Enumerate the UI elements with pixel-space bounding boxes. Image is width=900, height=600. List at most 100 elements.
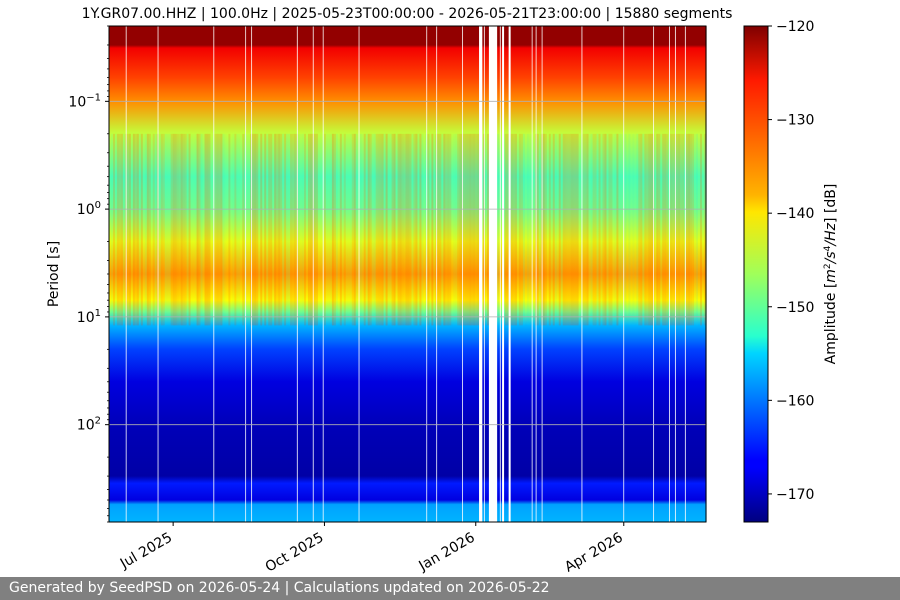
spectrogram-texture bbox=[642, 133, 645, 326]
spectrogram-column bbox=[148, 26, 152, 522]
y-tick-label: 10−1 bbox=[68, 92, 101, 110]
spectrogram-column bbox=[574, 26, 578, 522]
spectrogram-column bbox=[658, 26, 661, 522]
spectrogram-column bbox=[154, 26, 158, 522]
spectrogram-texture bbox=[329, 133, 333, 326]
spectrogram-column bbox=[441, 26, 444, 522]
spectrogram-texture bbox=[588, 133, 592, 326]
spectrogram-column bbox=[676, 26, 679, 522]
spectrogram-column bbox=[152, 26, 156, 522]
spectrogram-column bbox=[371, 26, 375, 522]
spectrogram-texture bbox=[612, 133, 616, 326]
spectrogram-texture bbox=[427, 133, 430, 326]
spectrogram-texture bbox=[288, 133, 291, 326]
spectrogram-column bbox=[144, 26, 148, 522]
spectrogram-texture bbox=[367, 133, 371, 326]
spectrogram-texture bbox=[445, 133, 448, 326]
spectrogram-column bbox=[578, 26, 582, 522]
spectrogram-texture bbox=[176, 133, 180, 326]
spectrogram-column bbox=[698, 26, 701, 522]
spectrogram-texture bbox=[389, 133, 393, 326]
spectrogram-texture bbox=[110, 133, 114, 326]
spectrogram-column bbox=[582, 26, 586, 522]
spectrogram-column bbox=[353, 26, 357, 522]
spectrogram-column bbox=[433, 26, 436, 522]
spectrogram-texture bbox=[371, 133, 375, 326]
spectrogram-texture bbox=[600, 133, 604, 326]
spectrogram-texture bbox=[258, 133, 261, 326]
spectrogram-column bbox=[702, 26, 705, 522]
spectrogram-texture bbox=[164, 133, 168, 326]
spectrogram-column bbox=[594, 26, 598, 522]
spectrogram-column bbox=[236, 26, 239, 522]
spectrogram-column bbox=[302, 26, 305, 522]
x-tick-label: Jul 2025 bbox=[117, 530, 175, 573]
spectrogram-texture bbox=[437, 133, 440, 326]
spectrogram-streak bbox=[653, 26, 655, 522]
spectrogram-column bbox=[696, 26, 699, 522]
spectrogram-column bbox=[512, 26, 516, 522]
spectrogram-column bbox=[379, 26, 383, 522]
spectrogram-column bbox=[146, 26, 150, 522]
spectrogram-texture bbox=[664, 133, 667, 326]
spectrogram-texture bbox=[120, 133, 124, 326]
spectrogram-texture bbox=[136, 133, 140, 326]
spectrogram-column bbox=[634, 26, 637, 522]
spectrogram-column bbox=[656, 26, 659, 522]
spectrogram-texture bbox=[284, 133, 287, 326]
spectrogram-column bbox=[528, 26, 532, 522]
spectrogram-column bbox=[288, 26, 291, 522]
spectrogram-texture bbox=[323, 133, 327, 326]
spectrogram-column bbox=[516, 26, 520, 522]
spectrogram-column bbox=[550, 26, 554, 522]
spectrogram-column bbox=[692, 26, 695, 522]
spectrogram-texture bbox=[682, 133, 685, 326]
spectrogram-texture bbox=[300, 133, 303, 326]
spectrogram-column bbox=[690, 26, 693, 522]
colorbar: −120 −130 −140 −150 −160 −170 Amplitude [m2/s… bbox=[743, 19, 839, 523]
spectrogram-column bbox=[666, 26, 669, 522]
spectrogram-streak bbox=[358, 26, 360, 522]
spectrogram-column bbox=[222, 26, 226, 522]
spectrogram-column bbox=[642, 26, 645, 522]
spectrogram-texture bbox=[148, 133, 152, 326]
spectrogram-texture bbox=[146, 133, 150, 326]
spectrogram-texture bbox=[520, 133, 524, 326]
spectrogram-column bbox=[475, 26, 478, 522]
spectrogram-column bbox=[306, 26, 309, 522]
spectrogram-texture bbox=[373, 133, 377, 326]
spectrogram-column bbox=[214, 26, 218, 522]
spectrogram-column bbox=[373, 26, 377, 522]
spectrogram-column bbox=[114, 26, 118, 522]
spectrogram-column bbox=[280, 26, 283, 522]
spectrogram-texture bbox=[514, 133, 518, 326]
spectrogram-column bbox=[604, 26, 608, 522]
spectrogram-texture bbox=[134, 133, 138, 326]
spectrogram-column bbox=[477, 26, 480, 522]
spectrogram-column bbox=[694, 26, 697, 522]
colorbar-tick-label: −140 bbox=[776, 206, 814, 222]
spectrogram-texture bbox=[214, 133, 218, 326]
spectrogram-texture bbox=[636, 133, 639, 326]
spectrogram-streak bbox=[322, 26, 324, 522]
spectrogram-column bbox=[413, 26, 417, 522]
spectrogram-column bbox=[369, 26, 373, 522]
spectrogram-column bbox=[300, 26, 303, 522]
spectrogram-column bbox=[618, 26, 622, 522]
spectrogram-texture bbox=[355, 133, 359, 326]
spectrogram-column bbox=[150, 26, 154, 522]
spectrogram-texture bbox=[353, 133, 357, 326]
spectrogram-texture bbox=[254, 133, 257, 326]
spectrogram-column bbox=[331, 26, 335, 522]
spectrogram-column bbox=[393, 26, 397, 522]
spectrogram-streak bbox=[436, 26, 438, 522]
spectrogram-column bbox=[264, 26, 267, 522]
spectrogram-texture bbox=[465, 133, 468, 326]
spectrogram-texture bbox=[200, 133, 204, 326]
spectrogram-texture bbox=[473, 133, 476, 326]
spectrogram-texture bbox=[152, 133, 156, 326]
spectrogram-texture bbox=[646, 133, 649, 326]
spectrogram-texture bbox=[415, 133, 419, 326]
spectrogram-column bbox=[385, 26, 389, 522]
spectrogram-column bbox=[349, 26, 353, 522]
